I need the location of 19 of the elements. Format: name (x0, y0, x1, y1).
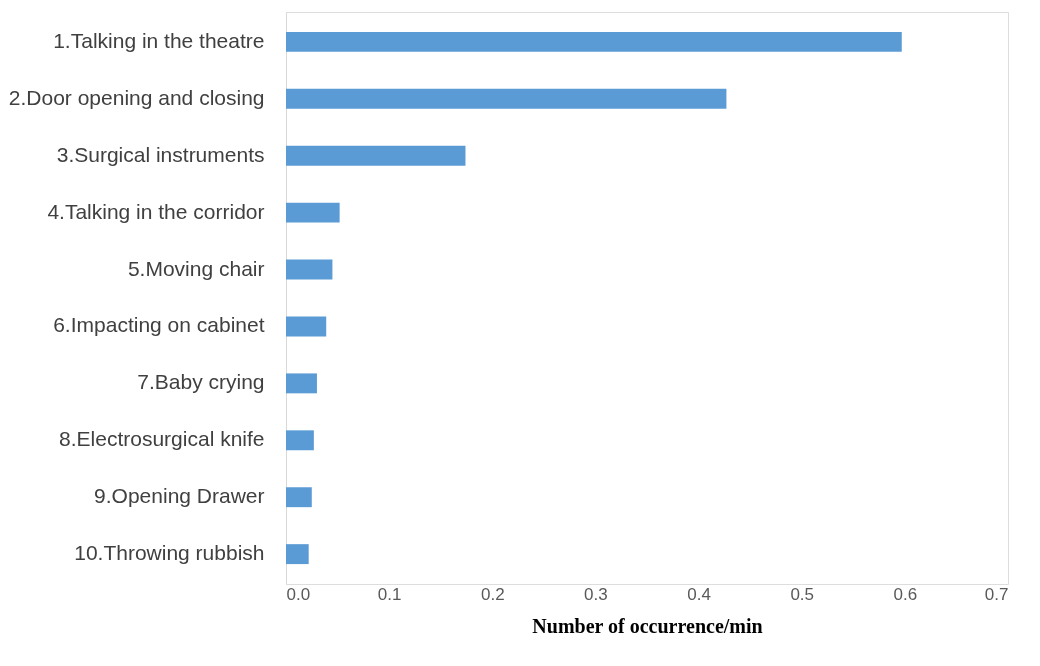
x-tick-label: 0.0 (286, 584, 311, 604)
y-tick-label: 3.Surgical instruments (56, 142, 265, 166)
y-tick-label: 8.Electrosurgical knife (59, 427, 265, 451)
x-tick-label: 0.7 (984, 584, 1009, 604)
x-axis-title: Number of occurrence/min (532, 614, 763, 637)
y-tick-label: 4.Talking in the corridor (47, 199, 265, 223)
y-tick-label: 6.Impacting on cabinet (53, 313, 265, 337)
y-tick-label: 2.Door opening and closing (8, 85, 265, 109)
x-tick-label: 0.4 (687, 584, 711, 604)
x-tick-label: 0.5 (790, 584, 815, 604)
y-tick-label: 5.Moving chair (127, 256, 265, 280)
x-tick-label: 0.2 (480, 584, 505, 604)
x-tick-label: 0.6 (893, 584, 918, 604)
x-tick-label: 0.3 (584, 584, 608, 604)
y-tick-label: 9.Opening Drawer (94, 484, 265, 508)
y-tick-label: 1.Talking in the theatre (53, 28, 265, 52)
y-tick-label: 10.Throwing rubbish (74, 541, 265, 565)
x-tick-label: 0.1 (377, 584, 402, 604)
y-tick-label: 7.Baby crying (137, 370, 265, 394)
